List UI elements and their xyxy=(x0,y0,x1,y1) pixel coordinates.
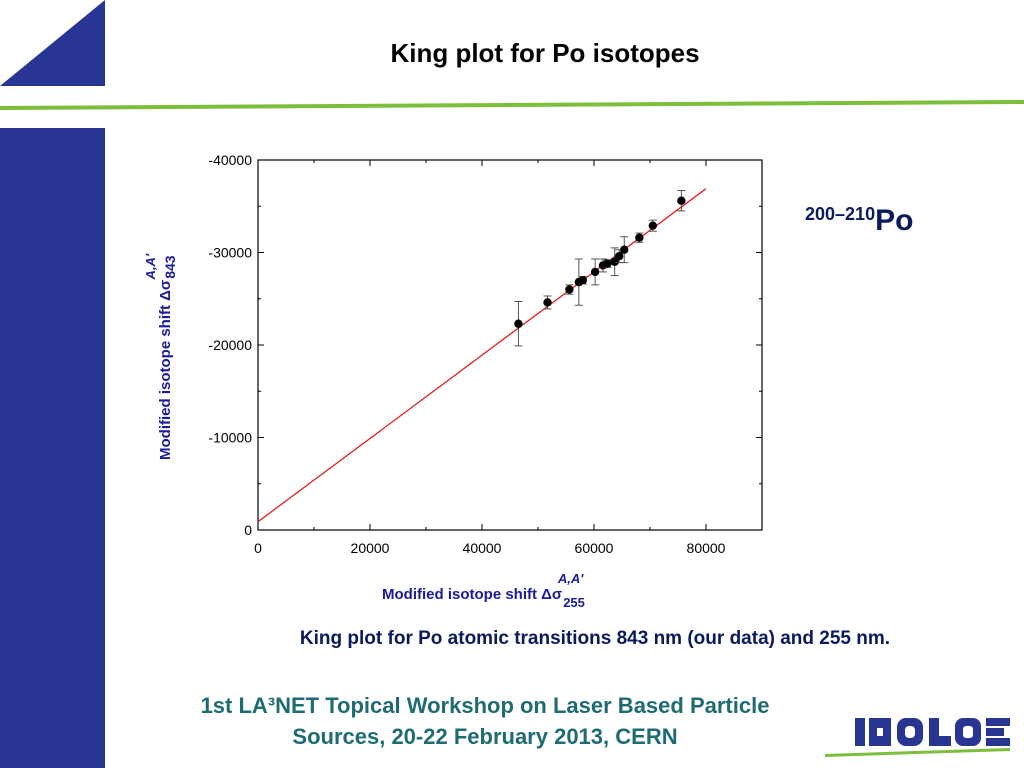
fit-line xyxy=(257,188,707,523)
axis-ticks xyxy=(257,159,762,531)
data-point xyxy=(603,259,612,268)
x-axis-label: Modified isotope shift Δσ255A,A' xyxy=(382,571,585,610)
isotope-element: Po xyxy=(875,204,914,237)
data-points xyxy=(514,190,686,347)
x-tick-label: 0 xyxy=(254,540,262,556)
data-point xyxy=(677,196,686,205)
green-divider xyxy=(0,100,1024,110)
plot-frame xyxy=(257,159,763,531)
isolde-logo xyxy=(825,718,1010,757)
y-tick-label: -20000 xyxy=(208,337,252,353)
data-point xyxy=(565,285,574,294)
corner-triangle xyxy=(0,0,105,86)
slide-title: King plot for Po isotopes xyxy=(390,38,700,68)
footer-line-1: 1st LA³NET Topical Workshop on Laser Bas… xyxy=(200,693,770,718)
x-tick-label: 20000 xyxy=(351,540,390,556)
figure-caption: King plot for Po atomic transitions 843 … xyxy=(299,628,891,649)
footer-line-2: Sources, 20-22 February 2013, CERN xyxy=(292,724,678,749)
y-tick-label: -40000 xyxy=(208,152,252,168)
data-point xyxy=(635,233,644,242)
x-tick-label: 40000 xyxy=(463,540,502,556)
isotope-label: 200–210Po xyxy=(805,204,913,238)
y-tick-label: 0 xyxy=(244,522,252,538)
y-tick-label: -10000 xyxy=(208,430,252,446)
data-point xyxy=(615,252,624,261)
y-axis-label: Modified isotope shift Δσ843A,A' xyxy=(143,253,178,460)
tick-labels: 0 20000 40000 60000 80000 0 -10000 -20000 -30000… xyxy=(208,152,725,556)
fit-line-group xyxy=(257,188,707,523)
data-point xyxy=(514,319,523,328)
data-point xyxy=(578,276,587,285)
isotope-range: 200–210 xyxy=(805,204,876,224)
data-point xyxy=(590,267,600,277)
footer-text: 1st LA³NET Topical Workshop on Laser Bas… xyxy=(150,690,820,752)
data-point xyxy=(620,245,629,254)
data-point xyxy=(648,221,657,230)
left-navy-bar xyxy=(0,128,105,768)
x-tick-label: 80000 xyxy=(687,540,726,556)
y-tick-label: -30000 xyxy=(208,245,252,261)
x-tick-label: 60000 xyxy=(575,540,614,556)
data-point xyxy=(543,298,552,307)
